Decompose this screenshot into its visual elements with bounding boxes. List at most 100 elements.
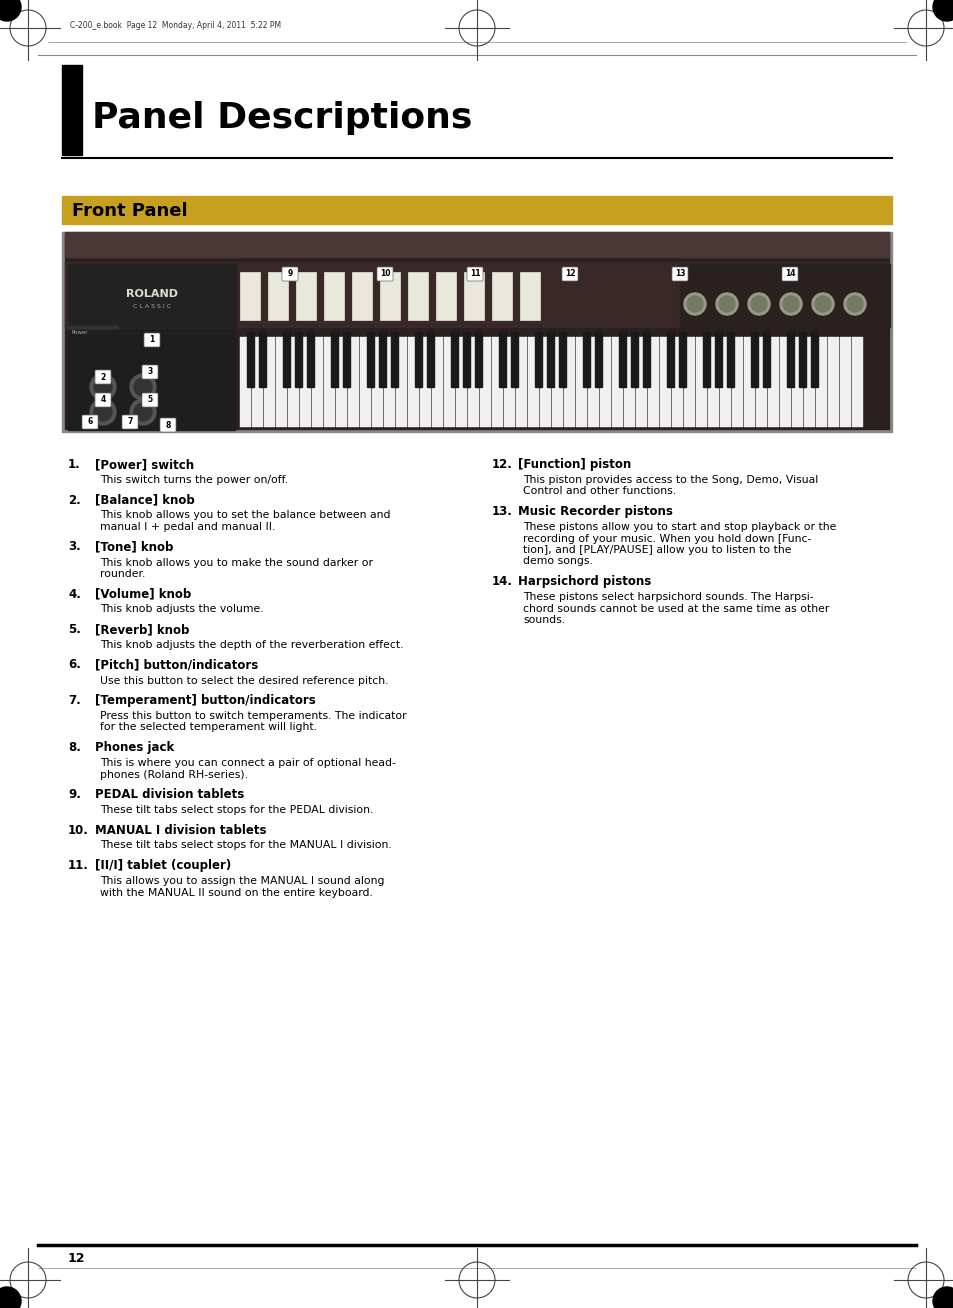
Bar (762, 332, 769, 387)
Text: 3.: 3. (68, 540, 81, 553)
Text: 8.: 8. (68, 742, 81, 753)
Circle shape (782, 296, 799, 313)
Text: Use this button to select the desired reference pitch.: Use this button to select the desired re… (100, 675, 388, 685)
Bar (436, 272, 456, 320)
Bar (294, 332, 302, 387)
FancyBboxPatch shape (95, 392, 111, 407)
Bar (378, 332, 386, 387)
Text: These pistons allow you to start and stop playback or the: These pistons allow you to start and sto… (522, 522, 836, 532)
Text: [Balance] knob: [Balance] knob (95, 493, 194, 506)
Bar (666, 332, 673, 387)
Circle shape (750, 296, 766, 313)
Bar (456, 337, 467, 426)
Bar (743, 337, 754, 426)
Bar (679, 264, 889, 327)
Text: 9: 9 (287, 269, 293, 279)
FancyBboxPatch shape (160, 419, 175, 432)
Bar (240, 272, 260, 320)
Bar (786, 332, 793, 387)
Bar (707, 337, 719, 426)
Bar (348, 337, 358, 426)
Bar (552, 337, 562, 426)
Text: 8: 8 (165, 420, 171, 429)
Bar (408, 337, 418, 426)
FancyBboxPatch shape (781, 267, 797, 281)
Circle shape (683, 293, 705, 315)
Text: 13: 13 (674, 269, 684, 279)
Circle shape (843, 293, 865, 315)
Bar (671, 337, 682, 426)
Text: These tilt tabs select stops for the MANUAL I division.: These tilt tabs select stops for the MAN… (100, 841, 392, 850)
Circle shape (130, 374, 156, 400)
Text: [II/I] tablet (coupler): [II/I] tablet (coupler) (95, 859, 231, 872)
Circle shape (846, 296, 862, 313)
Text: These pistons select harpsichord sounds. The Harpsi-: These pistons select harpsichord sounds.… (522, 593, 813, 602)
Text: Harpsichord pistons: Harpsichord pistons (517, 576, 651, 589)
Bar (563, 337, 575, 426)
Text: This allows you to assign the MANUAL I sound along: This allows you to assign the MANUAL I s… (100, 876, 384, 886)
Text: 5: 5 (148, 395, 152, 404)
Text: tion], and [PLAY/PAUSE] allow you to listen to the: tion], and [PLAY/PAUSE] allow you to lis… (522, 545, 791, 555)
Text: This piston provides access to the Song, Demo, Visual: This piston provides access to the Song,… (522, 475, 818, 485)
Text: [Temperament] button/indicators: [Temperament] button/indicators (95, 695, 315, 708)
Bar (264, 337, 274, 426)
Bar (62, 232, 891, 432)
Text: 7.: 7. (68, 695, 81, 708)
Bar (451, 332, 457, 387)
FancyBboxPatch shape (142, 392, 158, 407)
Text: 9.: 9. (68, 787, 81, 800)
Bar (408, 272, 428, 320)
Text: 1.: 1. (68, 458, 81, 471)
Text: [Reverb] knob: [Reverb] knob (95, 623, 190, 636)
Text: Phones jack: Phones jack (95, 742, 174, 753)
Bar (335, 337, 347, 426)
Bar (359, 337, 371, 426)
Bar (618, 332, 625, 387)
Bar (755, 337, 766, 426)
Bar (427, 332, 434, 387)
Text: This knob adjusts the depth of the reverberation effect.: This knob adjusts the depth of the rever… (100, 640, 403, 650)
Bar (683, 337, 695, 426)
Bar (419, 337, 431, 426)
Bar (68, 330, 234, 430)
Bar (612, 337, 622, 426)
Circle shape (0, 1287, 21, 1308)
Bar (65, 232, 888, 256)
Bar (68, 264, 235, 327)
Bar (576, 337, 586, 426)
Bar (283, 332, 290, 387)
Text: This is where you can connect a pair of optional head-: This is where you can connect a pair of … (100, 759, 395, 768)
Text: Control and other functions.: Control and other functions. (522, 487, 676, 497)
Bar (503, 337, 515, 426)
Bar (247, 332, 253, 387)
Text: C-200_e.book  Page 12  Monday, April 4, 2011  5:22 PM: C-200_e.book Page 12 Monday, April 4, 20… (70, 21, 281, 30)
Circle shape (0, 0, 21, 21)
Bar (659, 337, 670, 426)
Bar (379, 272, 399, 320)
Text: 2: 2 (100, 373, 106, 382)
Text: 12: 12 (68, 1252, 86, 1265)
Text: with the MANUAL II sound on the entire keyboard.: with the MANUAL II sound on the entire k… (100, 888, 373, 897)
Bar (851, 337, 862, 426)
Text: 2.: 2. (68, 493, 81, 506)
Text: Music Recorder pistons: Music Recorder pistons (517, 505, 672, 518)
Bar (815, 337, 826, 426)
Bar (799, 332, 805, 387)
Text: 14.: 14. (492, 576, 513, 589)
Bar (275, 337, 287, 426)
Bar (840, 337, 850, 426)
Text: 6: 6 (88, 417, 92, 426)
Bar (62, 196, 891, 224)
Bar (343, 332, 350, 387)
Text: 1: 1 (150, 335, 154, 344)
Bar (299, 337, 311, 426)
Circle shape (133, 378, 152, 396)
Bar (65, 235, 888, 429)
Text: MANUAL I division tablets: MANUAL I division tablets (95, 824, 266, 837)
Bar (295, 272, 315, 320)
Circle shape (811, 293, 833, 315)
Text: 10.: 10. (68, 824, 89, 837)
Bar (810, 332, 817, 387)
Bar (642, 332, 649, 387)
Text: [Function] piston: [Function] piston (517, 458, 631, 471)
